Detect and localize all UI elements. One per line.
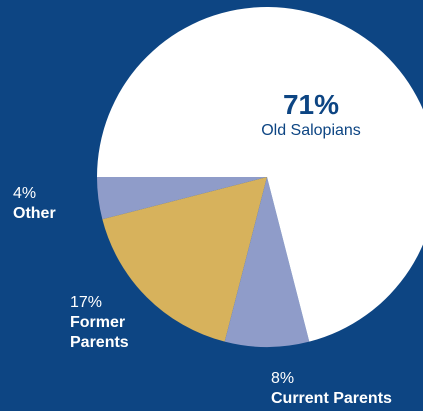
label-former-parents: 17% Former Parents — [70, 293, 129, 353]
label-other-percent: 4% — [13, 185, 37, 202]
label-current-parents-percent: 8% — [271, 370, 295, 387]
label-old-salopians-name: Old Salopians — [261, 121, 361, 139]
label-former-parents-name-line1: Former — [70, 314, 126, 331]
pie-slice-former-parents — [102, 177, 267, 342]
label-former-parents-percent: 17% — [70, 294, 103, 311]
label-old-salopians-percent: 71% — [282, 89, 340, 120]
label-old-salopians: 71% Old Salopians — [248, 89, 374, 141]
label-current-parents: 8% Current Parents — [271, 369, 392, 409]
pie-slice-other — [97, 177, 267, 220]
label-other-name: Other — [13, 205, 56, 222]
label-current-parents-name: Current Parents — [271, 390, 392, 407]
pie-slice-old-salopians — [97, 7, 423, 342]
label-other: 4% Other — [13, 184, 56, 224]
pie-slice-current-parents — [224, 177, 310, 348]
label-former-parents-name-line2: Parents — [70, 334, 129, 351]
